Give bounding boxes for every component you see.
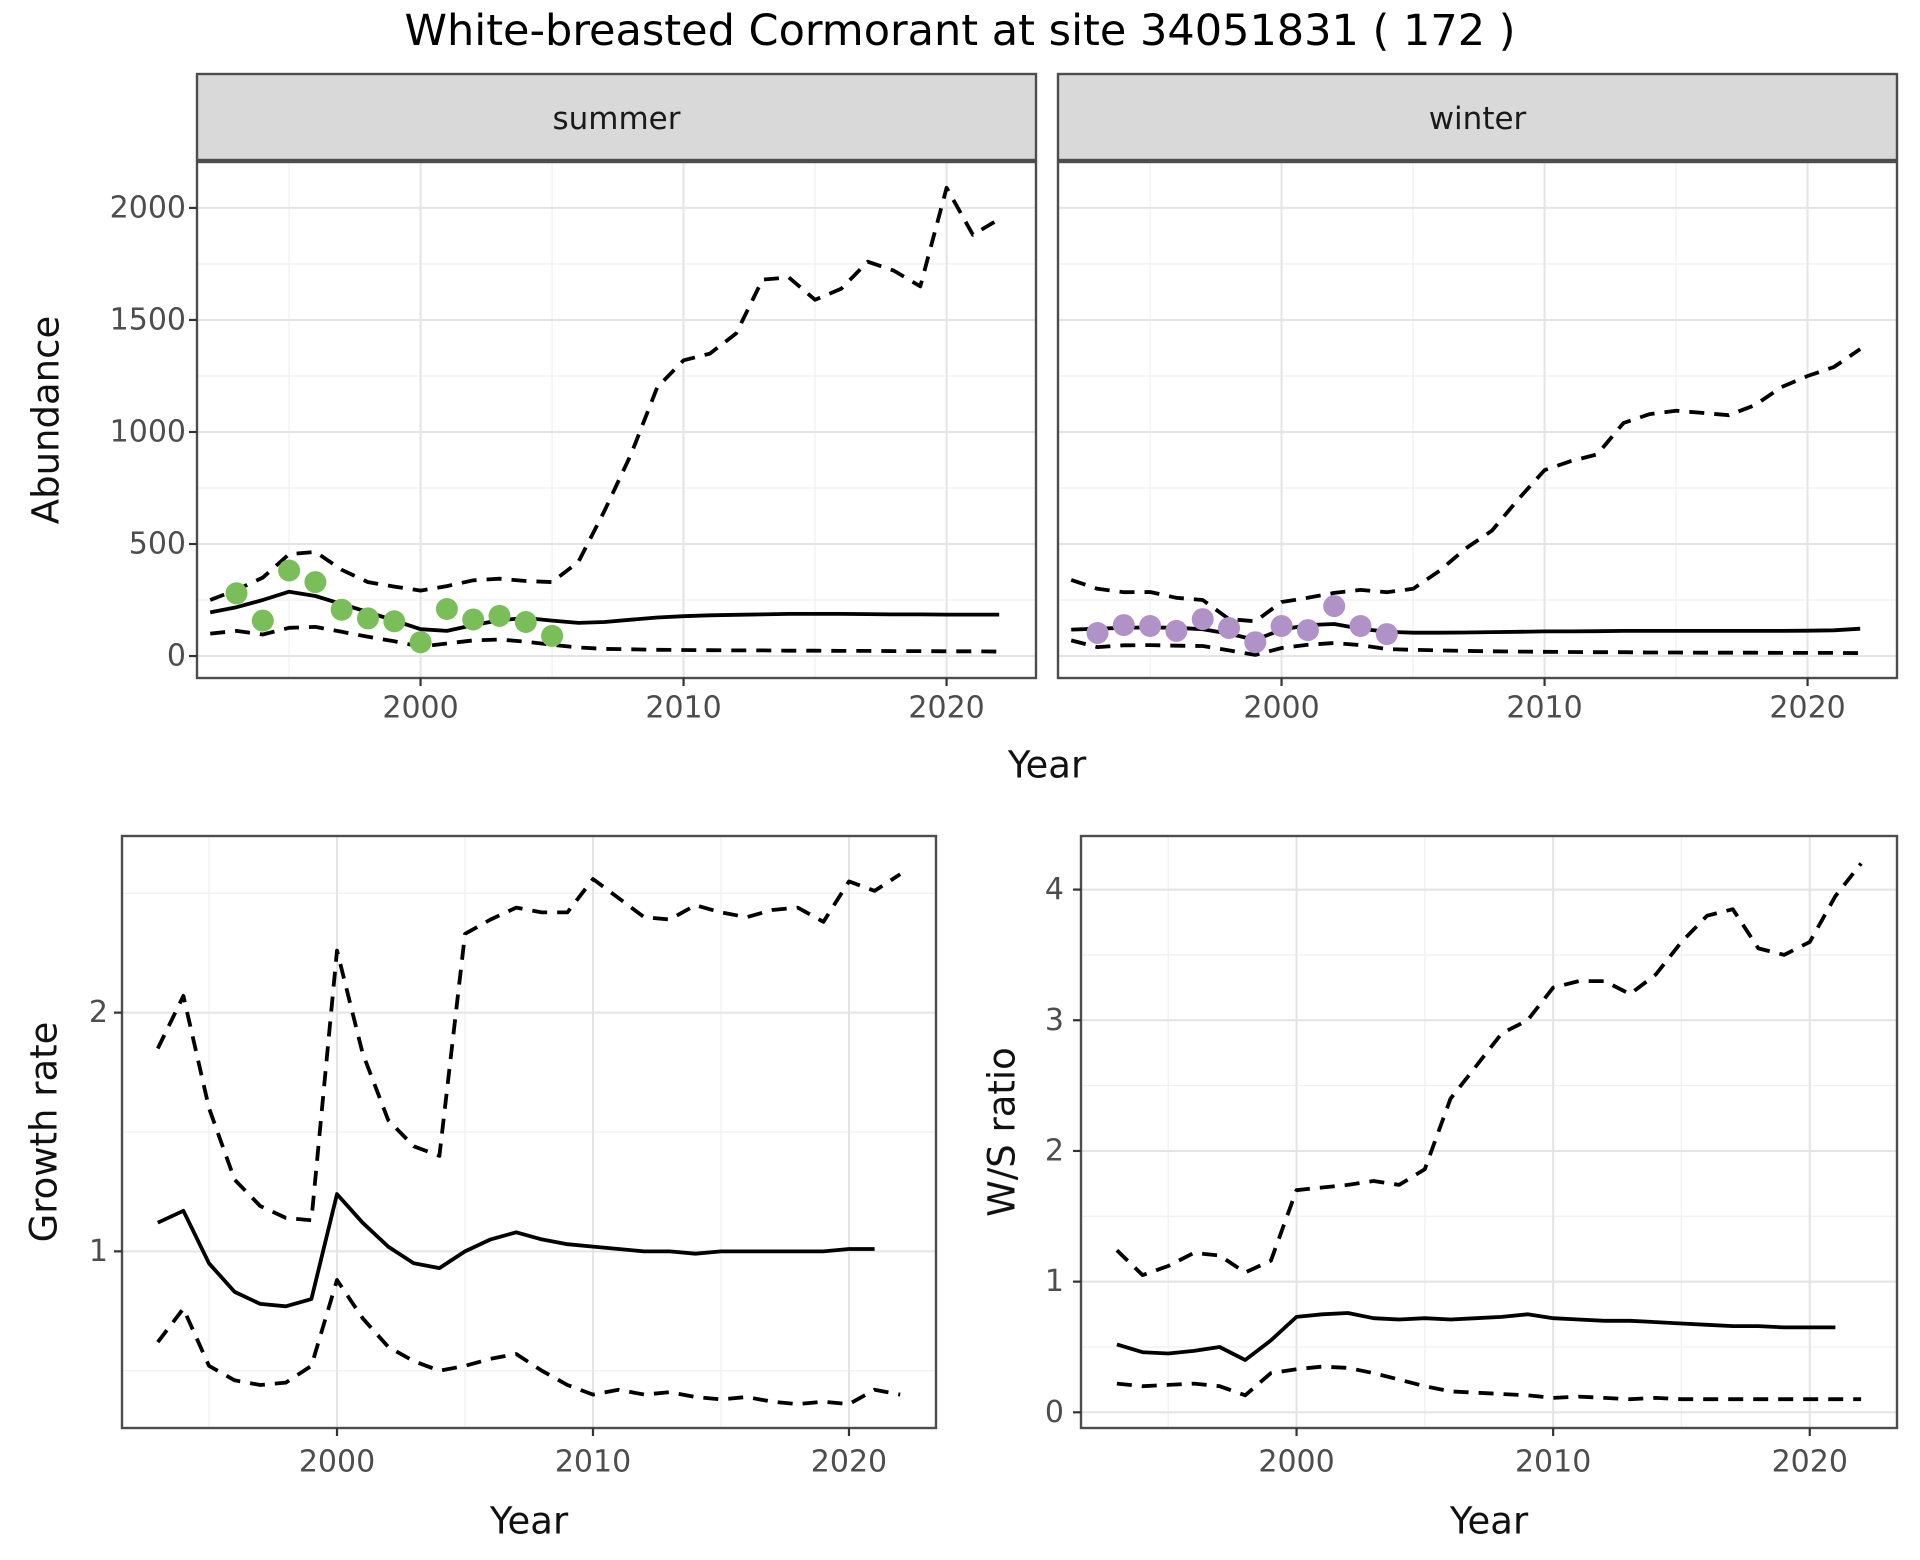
facet-strip: [195, 72, 1038, 162]
data-point: [514, 611, 537, 633]
data-point: [1349, 615, 1372, 637]
data-point: [383, 610, 406, 633]
x-axis-title: Year: [489, 1500, 569, 1543]
y-tick-label: 2000: [110, 190, 186, 225]
panel-border: [195, 160, 1038, 680]
chart-title: White-breasted Cormorant at site 3405183…: [404, 6, 1516, 56]
abundance_winter-panel: winter 2000 2010 2020: [1056, 72, 1899, 726]
data-point: [409, 631, 432, 654]
data-point: [1112, 614, 1135, 637]
data-point: [541, 624, 564, 647]
data-point: [278, 559, 301, 582]
panel-border: [1056, 160, 1899, 680]
data-point: [1218, 617, 1240, 639]
data-point: [462, 608, 485, 631]
data-point: [1086, 622, 1109, 644]
y-tick-label: 2: [1045, 1133, 1064, 1168]
data-point: [330, 598, 353, 621]
x-tick-label: 2020: [1769, 691, 1845, 726]
growth_rate-upper_ci-line: [156, 872, 902, 1223]
y-tick-label: 2: [89, 995, 108, 1030]
y-axis-title: Growth rate: [23, 1022, 66, 1243]
data-point: [1191, 608, 1214, 631]
data-point: [1244, 631, 1267, 654]
x-tick-label: 2010: [1506, 691, 1582, 726]
abundance_summer-upper_ci-line: [209, 185, 1001, 602]
data-point: [1323, 595, 1346, 618]
facet-strip-label: winter: [1429, 101, 1527, 137]
abundance_winter-upper_ci-line: [1070, 347, 1862, 624]
ws_ratio-upper_ci-line: [1115, 862, 1863, 1277]
growth_rate-panel: 2000 2010 2020 1 2 Growth rate Year: [23, 834, 938, 1543]
facet-strip-label: summer: [552, 101, 680, 137]
data-point: [225, 582, 248, 605]
x-axis-title: Year: [1007, 744, 1087, 787]
x-tick-label: 2020: [811, 1445, 887, 1480]
panel-border: [120, 834, 938, 1430]
x-tick-label: 2020: [908, 691, 984, 726]
data-point: [357, 607, 379, 630]
data-point: [435, 598, 458, 620]
ws_ratio-panel: 2000 2010 2020 0 1 2 3 4 W/S ratio Year: [981, 834, 1899, 1543]
x-tick-label: 2000: [1243, 691, 1319, 726]
growth_rate-fitted-line: [156, 1192, 875, 1309]
x-tick-label: 2000: [299, 1445, 375, 1480]
data-point: [1375, 623, 1398, 646]
ws_ratio-fitted-line: [1116, 1311, 1836, 1362]
abundance_winter-observed-points: [1086, 595, 1398, 654]
x-tick-label: 2000: [1258, 1445, 1334, 1480]
growth_rate-lower_ci-line: [156, 1278, 901, 1406]
y-tick-label: 0: [167, 639, 186, 674]
abundance_summer-panel: summer 2000 2010 2020 0 500 1000 1500 2000 Abunda…: [25, 72, 1087, 787]
y-tick-label: 0: [1045, 1395, 1064, 1430]
y-tick-label: 1000: [110, 414, 186, 449]
abundance_summer-observed-points: [225, 559, 564, 654]
x-axis-title: Year: [1449, 1500, 1529, 1543]
y-axis-title: W/S ratio: [981, 1047, 1024, 1217]
y-tick-label: 1500: [110, 302, 186, 337]
abundance_winter-lower_ci-line: [1070, 638, 1861, 657]
x-tick-label: 2000: [382, 691, 458, 726]
y-tick-label: 3: [1045, 1003, 1064, 1038]
ws_ratio-lower_ci-line: [1116, 1364, 1862, 1402]
panel-border: [1079, 834, 1899, 1430]
data-point: [251, 609, 274, 632]
data-point: [1296, 619, 1319, 642]
data-point: [1270, 615, 1293, 637]
x-tick-label: 2020: [1772, 1445, 1848, 1480]
x-tick-label: 2010: [555, 1445, 631, 1480]
abundance_summer-lower_ci-line: [210, 625, 1000, 654]
y-tick-label: 1: [1045, 1264, 1064, 1299]
x-tick-label: 2010: [1515, 1445, 1591, 1480]
y-tick-label: 1: [89, 1234, 108, 1269]
data-point: [1139, 615, 1162, 637]
y-tick-label: 4: [1045, 872, 1064, 907]
x-tick-label: 2010: [645, 691, 721, 726]
y-axis-title: Abundance: [25, 316, 68, 524]
data-point: [488, 604, 511, 627]
facet-strip: [1056, 72, 1899, 162]
y-tick-label: 500: [129, 527, 186, 562]
data-point: [304, 571, 327, 594]
data-point: [1165, 619, 1188, 642]
